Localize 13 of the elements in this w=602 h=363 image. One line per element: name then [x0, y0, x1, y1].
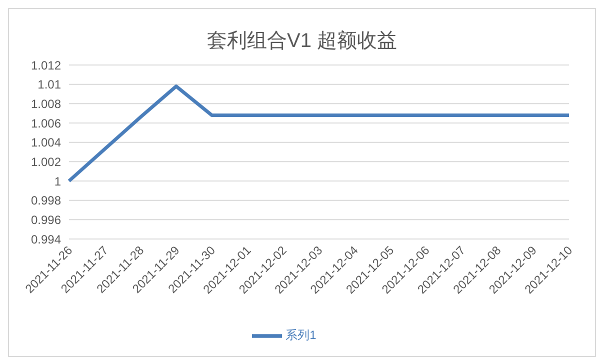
- y-tick-label: 0.998: [30, 194, 62, 208]
- y-tick-label: 1.012: [30, 58, 62, 72]
- y-tick-label: 1.006: [30, 116, 62, 130]
- y-tick-label: 0.994: [30, 232, 62, 246]
- y-tick-label: 1: [54, 174, 62, 188]
- y-tick-label: 0.996: [30, 212, 62, 227]
- chart-title: 套利组合V1 超额收益: [206, 29, 398, 54]
- legend-label: 系列1: [286, 328, 316, 342]
- y-tick-label: 1.01: [38, 78, 62, 92]
- y-tick-label: 1.008: [30, 96, 62, 111]
- y-tick-label: 1.004: [30, 136, 62, 150]
- y-tick-label: 1.002: [30, 154, 62, 169]
- line-series: [67, 84, 571, 183]
